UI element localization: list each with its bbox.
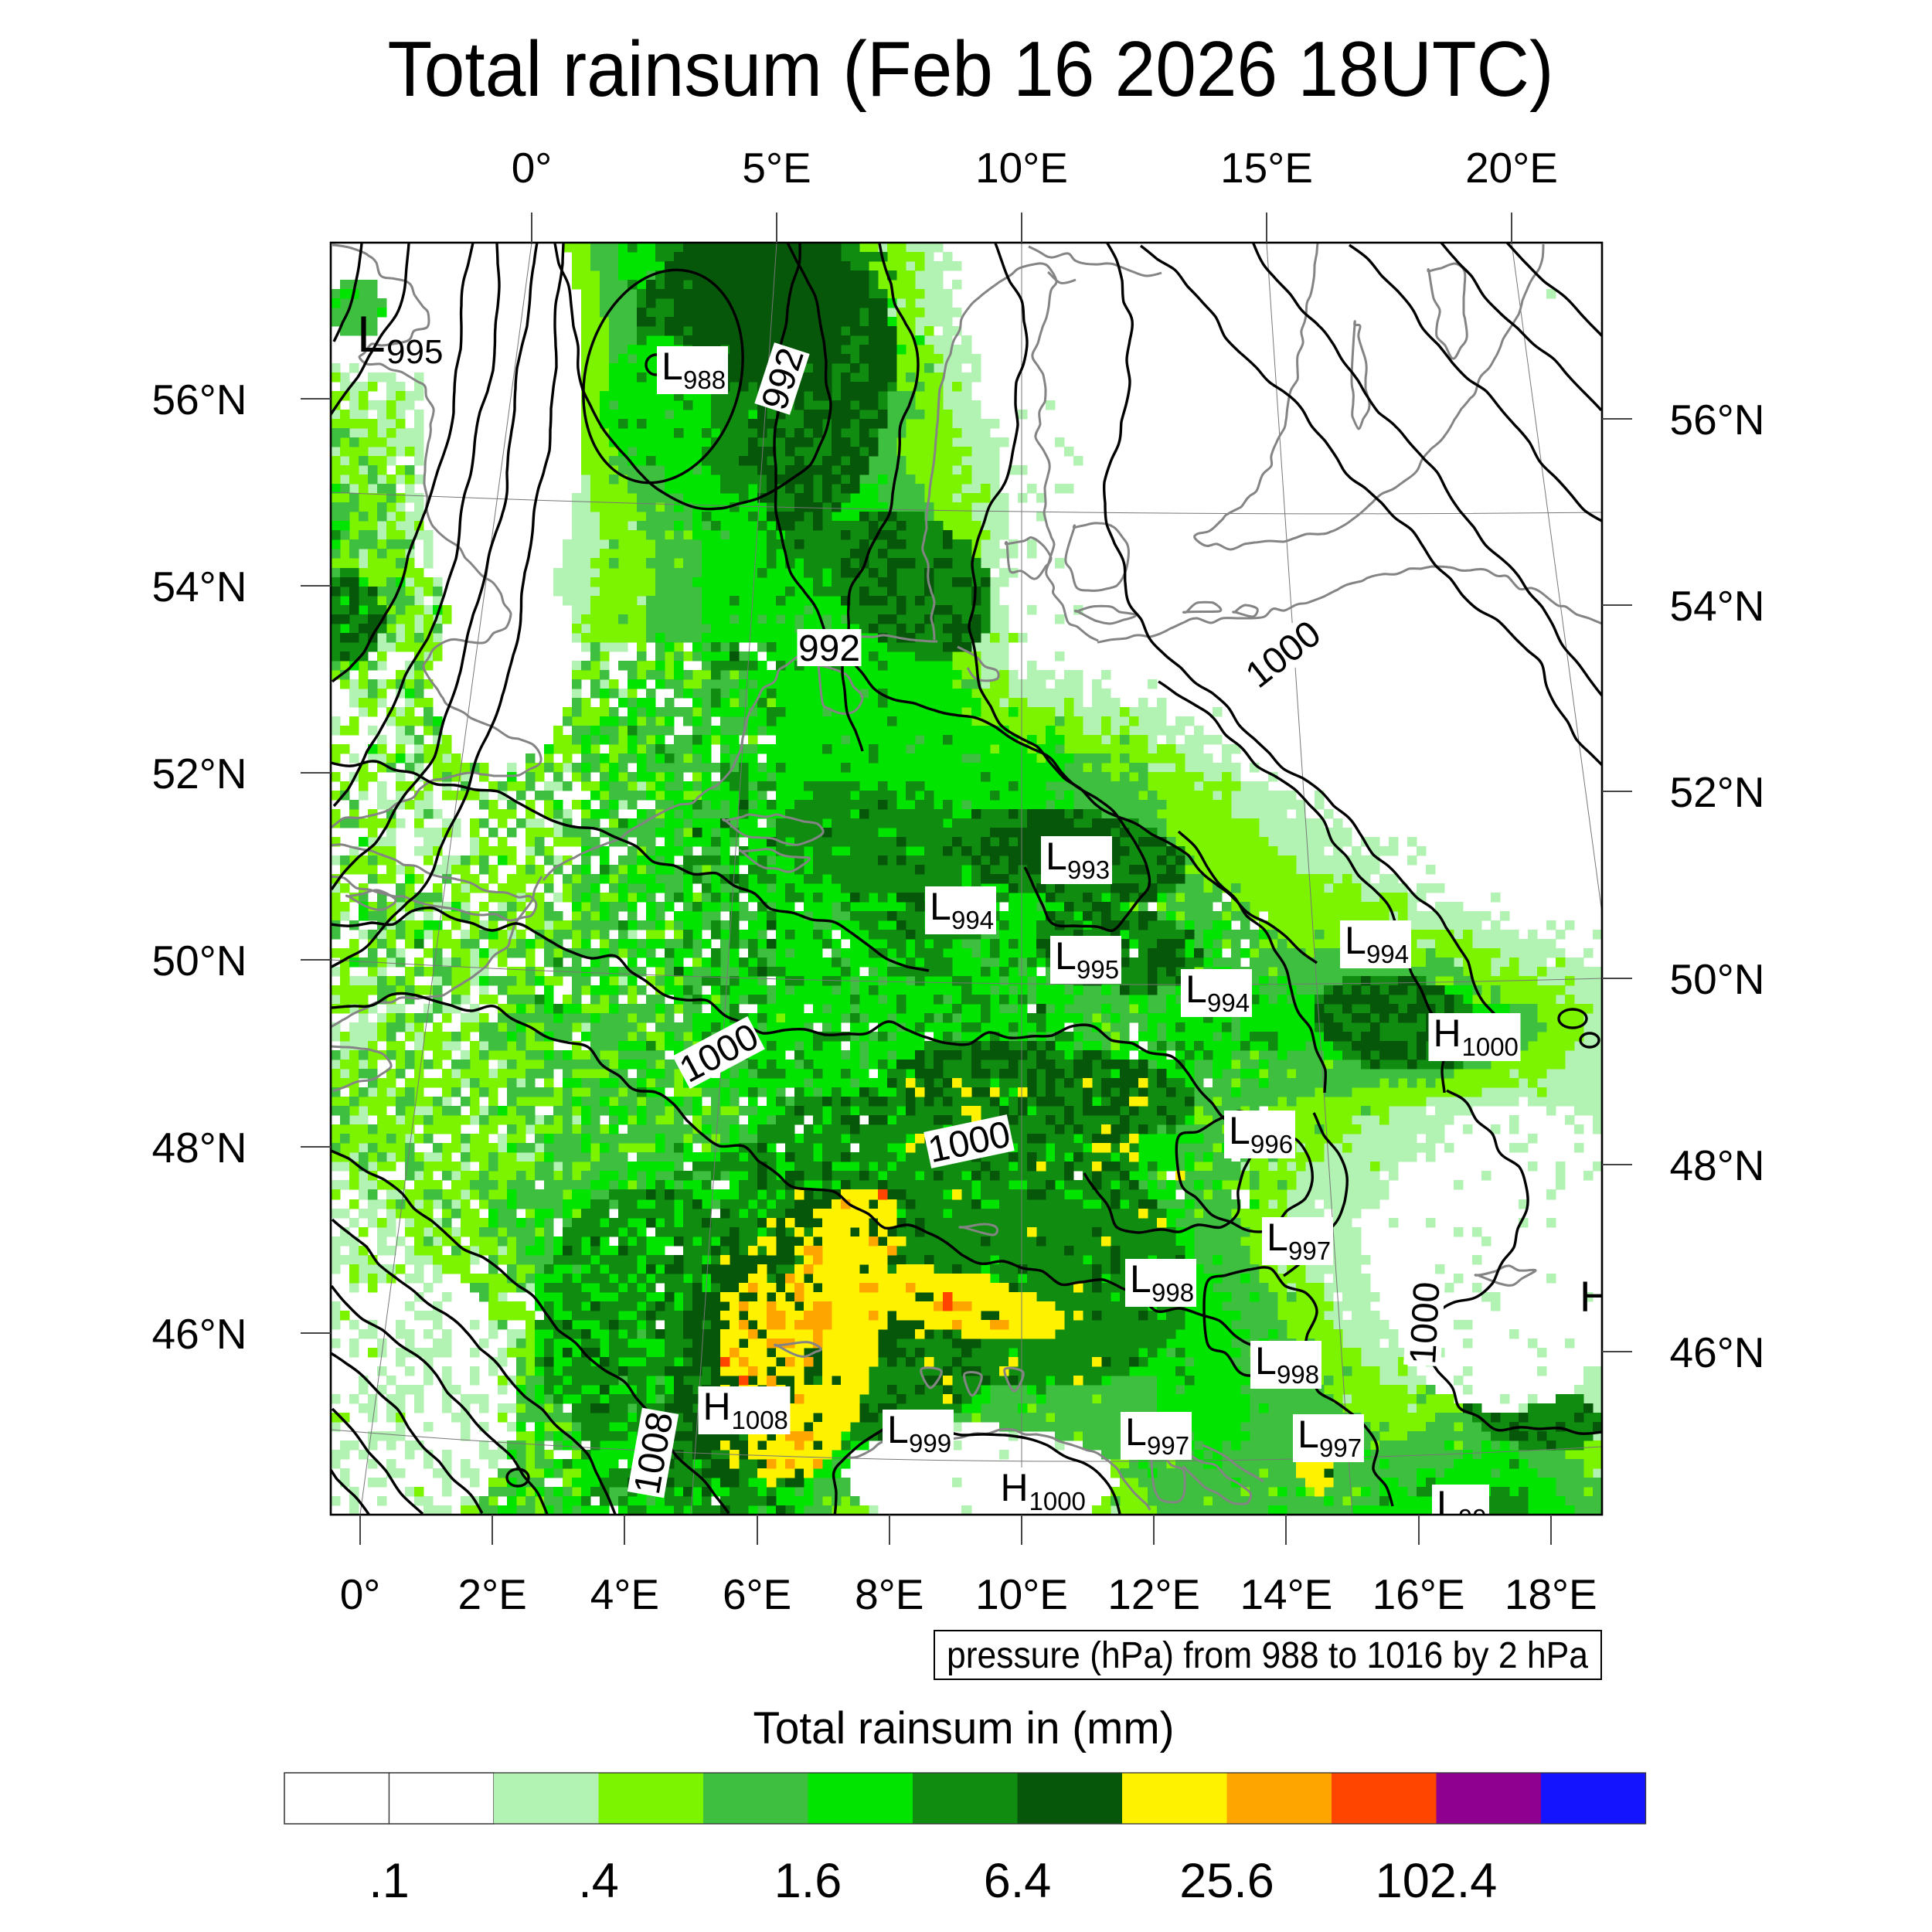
svg-text:50°N: 50°N: [1670, 955, 1765, 1003]
svg-text:0°: 0°: [512, 144, 553, 192]
svg-text:1000: 1000: [1403, 1281, 1448, 1365]
svg-text:L: L: [1125, 1410, 1147, 1454]
svg-text:997: 997: [1319, 1434, 1362, 1462]
svg-text:4°E: 4°E: [590, 1570, 659, 1618]
svg-text:996: 996: [1250, 1130, 1293, 1158]
svg-text:L: L: [662, 345, 683, 388]
svg-text:56°N: 56°N: [1670, 396, 1765, 444]
svg-text:15°E: 15°E: [1220, 144, 1313, 192]
svg-text:56°N: 56°N: [152, 376, 247, 423]
svg-text:H: H: [703, 1385, 731, 1428]
svg-text:992: 992: [798, 628, 860, 669]
svg-text:L: L: [1185, 968, 1207, 1011]
svg-text:999: 999: [909, 1429, 951, 1458]
svg-text:L: L: [1130, 1257, 1151, 1301]
svg-text:18°E: 18°E: [1505, 1570, 1597, 1618]
svg-text:46°N: 46°N: [152, 1310, 247, 1358]
svg-text:997: 997: [1288, 1236, 1331, 1265]
svg-text:50°N: 50°N: [152, 937, 247, 985]
svg-text:994: 994: [1207, 988, 1250, 1017]
svg-text:8°E: 8°E: [855, 1570, 923, 1618]
svg-text:993: 993: [1067, 855, 1110, 884]
svg-text:994: 994: [1366, 940, 1409, 968]
svg-text:.4: .4: [578, 1854, 619, 1908]
svg-text:46°N: 46°N: [1670, 1328, 1765, 1376]
svg-text:10°E: 10°E: [975, 144, 1068, 192]
svg-text:L: L: [1437, 1483, 1458, 1526]
svg-text:L: L: [930, 885, 951, 928]
svg-text:L: L: [357, 305, 386, 362]
svg-text:997: 997: [1147, 1431, 1189, 1460]
svg-text:L: L: [1229, 1109, 1250, 1152]
svg-text:1.6: 1.6: [774, 1854, 842, 1908]
svg-text:54°N: 54°N: [1670, 582, 1765, 630]
svg-text:2°E: 2°E: [458, 1570, 527, 1618]
svg-text:L: L: [1298, 1413, 1319, 1456]
svg-text:99: 99: [1458, 1504, 1487, 1532]
svg-text:1008: 1008: [732, 1406, 788, 1434]
svg-text:998: 998: [1277, 1360, 1319, 1389]
svg-text:1000: 1000: [1029, 1487, 1086, 1515]
svg-text:10°E: 10°E: [975, 1570, 1068, 1618]
svg-text:Total rainsum (Feb 16 2026 18U: Total rainsum (Feb 16 2026 18UTC): [388, 26, 1554, 113]
svg-text:14°E: 14°E: [1240, 1570, 1332, 1618]
svg-text:995: 995: [1077, 955, 1119, 984]
svg-text:988: 988: [683, 366, 726, 394]
svg-text:L: L: [1267, 1216, 1288, 1259]
svg-text:25.6: 25.6: [1179, 1854, 1274, 1908]
svg-text:.1: .1: [369, 1854, 410, 1908]
svg-text:Total rainsum in (mm): Total rainsum in (mm): [753, 1703, 1175, 1753]
svg-text:L: L: [1055, 934, 1077, 978]
svg-text:H: H: [1001, 1466, 1029, 1509]
svg-text:6°E: 6°E: [723, 1570, 791, 1618]
svg-text:12°E: 12°E: [1107, 1570, 1200, 1618]
svg-text:102.4: 102.4: [1376, 1854, 1498, 1908]
svg-text:6.4: 6.4: [984, 1854, 1052, 1908]
svg-text:16°E: 16°E: [1372, 1570, 1465, 1618]
svg-text:54°N: 54°N: [152, 563, 247, 611]
svg-text:0°: 0°: [340, 1570, 381, 1618]
svg-text:994: 994: [951, 906, 994, 934]
svg-text:995: 995: [386, 333, 443, 371]
svg-text:52°N: 52°N: [152, 750, 247, 798]
svg-text:L: L: [1345, 919, 1366, 962]
svg-text:20°E: 20°E: [1465, 144, 1558, 192]
svg-text:48°N: 48°N: [152, 1124, 247, 1172]
svg-text:H: H: [1434, 1012, 1461, 1055]
svg-text:H: H: [1580, 1272, 1611, 1321]
svg-text:L: L: [1046, 835, 1067, 878]
svg-text:L: L: [887, 1408, 909, 1451]
svg-text:48°N: 48°N: [1670, 1141, 1765, 1189]
svg-text:1000: 1000: [1462, 1032, 1519, 1061]
svg-text:5°E: 5°E: [742, 144, 811, 192]
svg-text:L: L: [1255, 1339, 1277, 1383]
svg-text:pressure (hPa) from 988 to 101: pressure (hPa) from 988 to 1016 by 2 hPa: [947, 1635, 1588, 1676]
svg-text:998: 998: [1151, 1278, 1194, 1307]
svg-text:52°N: 52°N: [1670, 768, 1765, 816]
